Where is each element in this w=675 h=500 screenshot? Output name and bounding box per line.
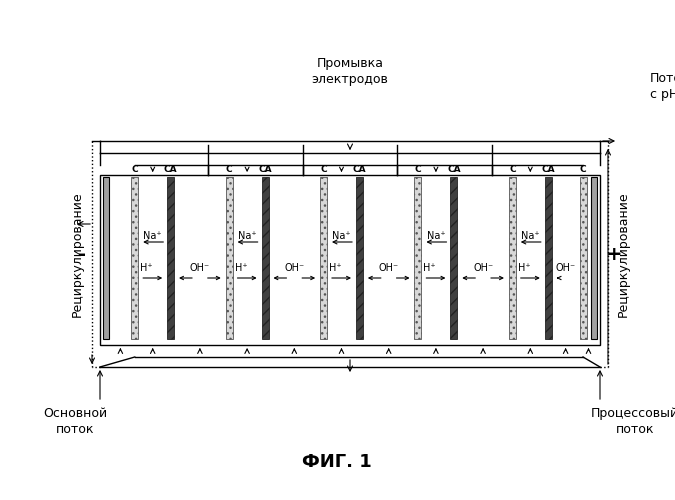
Bar — [591, 177, 597, 339]
Text: C: C — [580, 165, 587, 174]
Text: H⁺: H⁺ — [518, 263, 531, 273]
Text: C: C — [414, 165, 421, 174]
Bar — [261, 177, 269, 339]
Bar — [167, 177, 174, 339]
Text: CA: CA — [164, 165, 178, 174]
Text: OH⁻: OH⁻ — [379, 263, 399, 273]
Text: Na⁺: Na⁺ — [427, 231, 446, 241]
Text: Процессовый
поток: Процессовый поток — [591, 407, 675, 436]
Bar — [509, 177, 516, 339]
Text: -: - — [78, 246, 86, 264]
Text: H⁺: H⁺ — [423, 263, 436, 273]
Text: CA: CA — [259, 165, 272, 174]
Text: OH⁻: OH⁻ — [190, 263, 210, 273]
Text: OH⁻: OH⁻ — [473, 263, 493, 273]
Text: +: + — [605, 246, 622, 264]
Text: H⁺: H⁺ — [235, 263, 247, 273]
Text: C: C — [320, 165, 327, 174]
Bar — [356, 177, 363, 339]
Text: CA: CA — [352, 165, 367, 174]
Text: ФИГ. 1: ФИГ. 1 — [302, 453, 372, 471]
Text: Рециркулирование: Рециркулирование — [616, 191, 630, 317]
Text: CA: CA — [447, 165, 460, 174]
Bar — [131, 177, 138, 339]
Text: C: C — [132, 165, 138, 174]
Text: OH⁻: OH⁻ — [556, 263, 576, 273]
Text: Поток
с рН <5: Поток с рН <5 — [650, 72, 675, 101]
Text: H⁺: H⁺ — [329, 263, 342, 273]
Text: Рециркулирование: Рециркулирование — [70, 191, 84, 317]
Bar — [225, 177, 233, 339]
Text: Na⁺: Na⁺ — [521, 231, 539, 241]
Text: Основной
поток: Основной поток — [43, 407, 107, 436]
Text: Na⁺: Na⁺ — [143, 231, 162, 241]
Text: C: C — [226, 165, 232, 174]
Text: H⁺: H⁺ — [140, 263, 153, 273]
Bar — [545, 177, 551, 339]
Bar — [103, 177, 109, 339]
Bar — [100, 175, 600, 345]
Bar — [580, 177, 587, 339]
Text: Промывка
электродов: Промывка электродов — [312, 57, 388, 86]
Text: OH⁻: OH⁻ — [284, 263, 304, 273]
Bar — [450, 177, 458, 339]
Text: CA: CA — [541, 165, 555, 174]
Text: Na⁺: Na⁺ — [238, 231, 256, 241]
Text: Na⁺: Na⁺ — [332, 231, 351, 241]
Bar — [414, 177, 421, 339]
Text: C: C — [509, 165, 516, 174]
Bar — [320, 177, 327, 339]
